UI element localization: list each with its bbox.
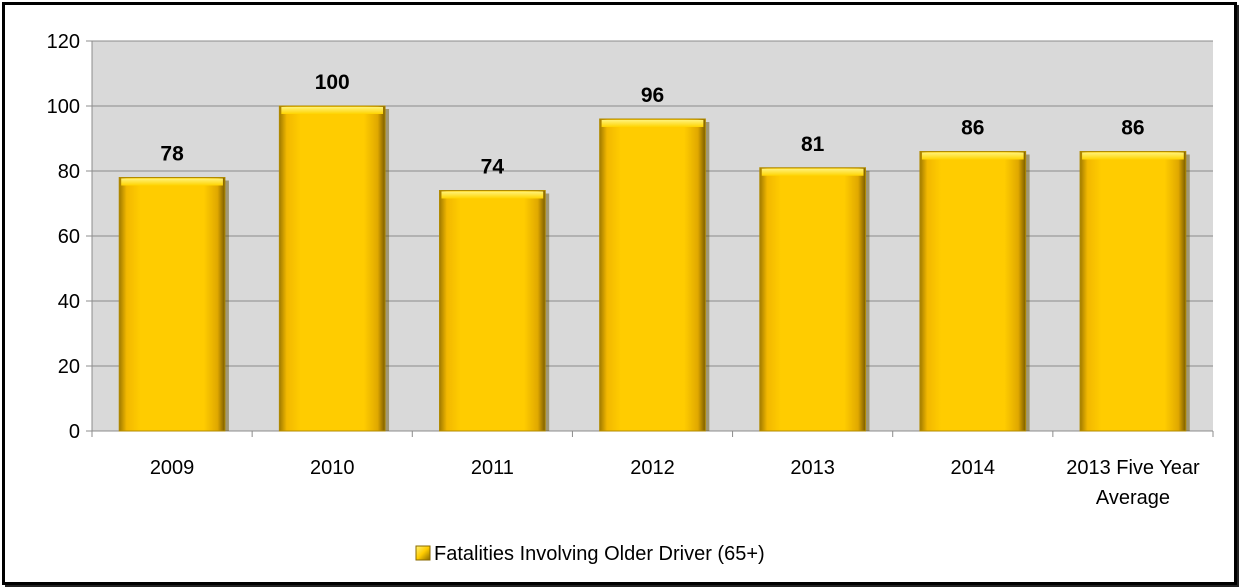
y-tick-label: 80 xyxy=(58,161,80,183)
y-tick-label: 100 xyxy=(47,96,80,118)
x-tick-label: Average xyxy=(1096,487,1170,509)
y-tick-label: 60 xyxy=(58,226,80,248)
legend-swatch xyxy=(415,545,431,561)
bar xyxy=(118,177,226,432)
bar-top-bevel xyxy=(281,107,384,114)
bar-top-bevel xyxy=(601,120,704,127)
y-tick-label: 40 xyxy=(58,291,80,313)
x-tick-label: 2013 Five Year xyxy=(1066,457,1200,479)
x-tick-label: 2012 xyxy=(630,457,675,479)
legend-label: Fatalities Involving Older Driver (65+) xyxy=(434,543,765,565)
x-tick-label: 2010 xyxy=(310,457,355,479)
data-label: 74 xyxy=(481,156,505,179)
x-tick-label: 2013 xyxy=(790,457,835,479)
bar-top-bevel xyxy=(921,152,1024,160)
x-tick-label: 2009 xyxy=(150,457,195,479)
y-tick-label: 120 xyxy=(47,31,80,53)
data-label: 86 xyxy=(1121,117,1144,140)
y-tick-label: 20 xyxy=(58,356,80,378)
bar xyxy=(599,118,706,432)
bar-top-bevel xyxy=(441,191,544,199)
x-tick-label: 2011 xyxy=(471,457,514,479)
bar-top-bevel xyxy=(761,168,864,176)
bar-chart: 0 20 40 60 80 100 120 78 2009 100 2010 74 2011 96 2012… xyxy=(47,31,1214,565)
y-tick-label: 0 xyxy=(69,421,80,443)
data-label: 81 xyxy=(801,133,825,156)
legend: Fatalities Involving Older Driver (65+) xyxy=(415,543,765,565)
bar xyxy=(759,167,866,432)
bar xyxy=(1079,151,1187,432)
bar xyxy=(919,151,1027,432)
bar-top-bevel xyxy=(121,178,223,186)
bar-top-bevel xyxy=(1082,152,1184,160)
data-label: 86 xyxy=(961,117,984,140)
data-label: 78 xyxy=(160,143,184,166)
x-tick-label: 2014 xyxy=(951,457,996,479)
bar xyxy=(439,190,546,432)
data-label: 96 xyxy=(641,84,664,107)
bar xyxy=(278,105,386,432)
data-label: 100 xyxy=(315,71,350,94)
